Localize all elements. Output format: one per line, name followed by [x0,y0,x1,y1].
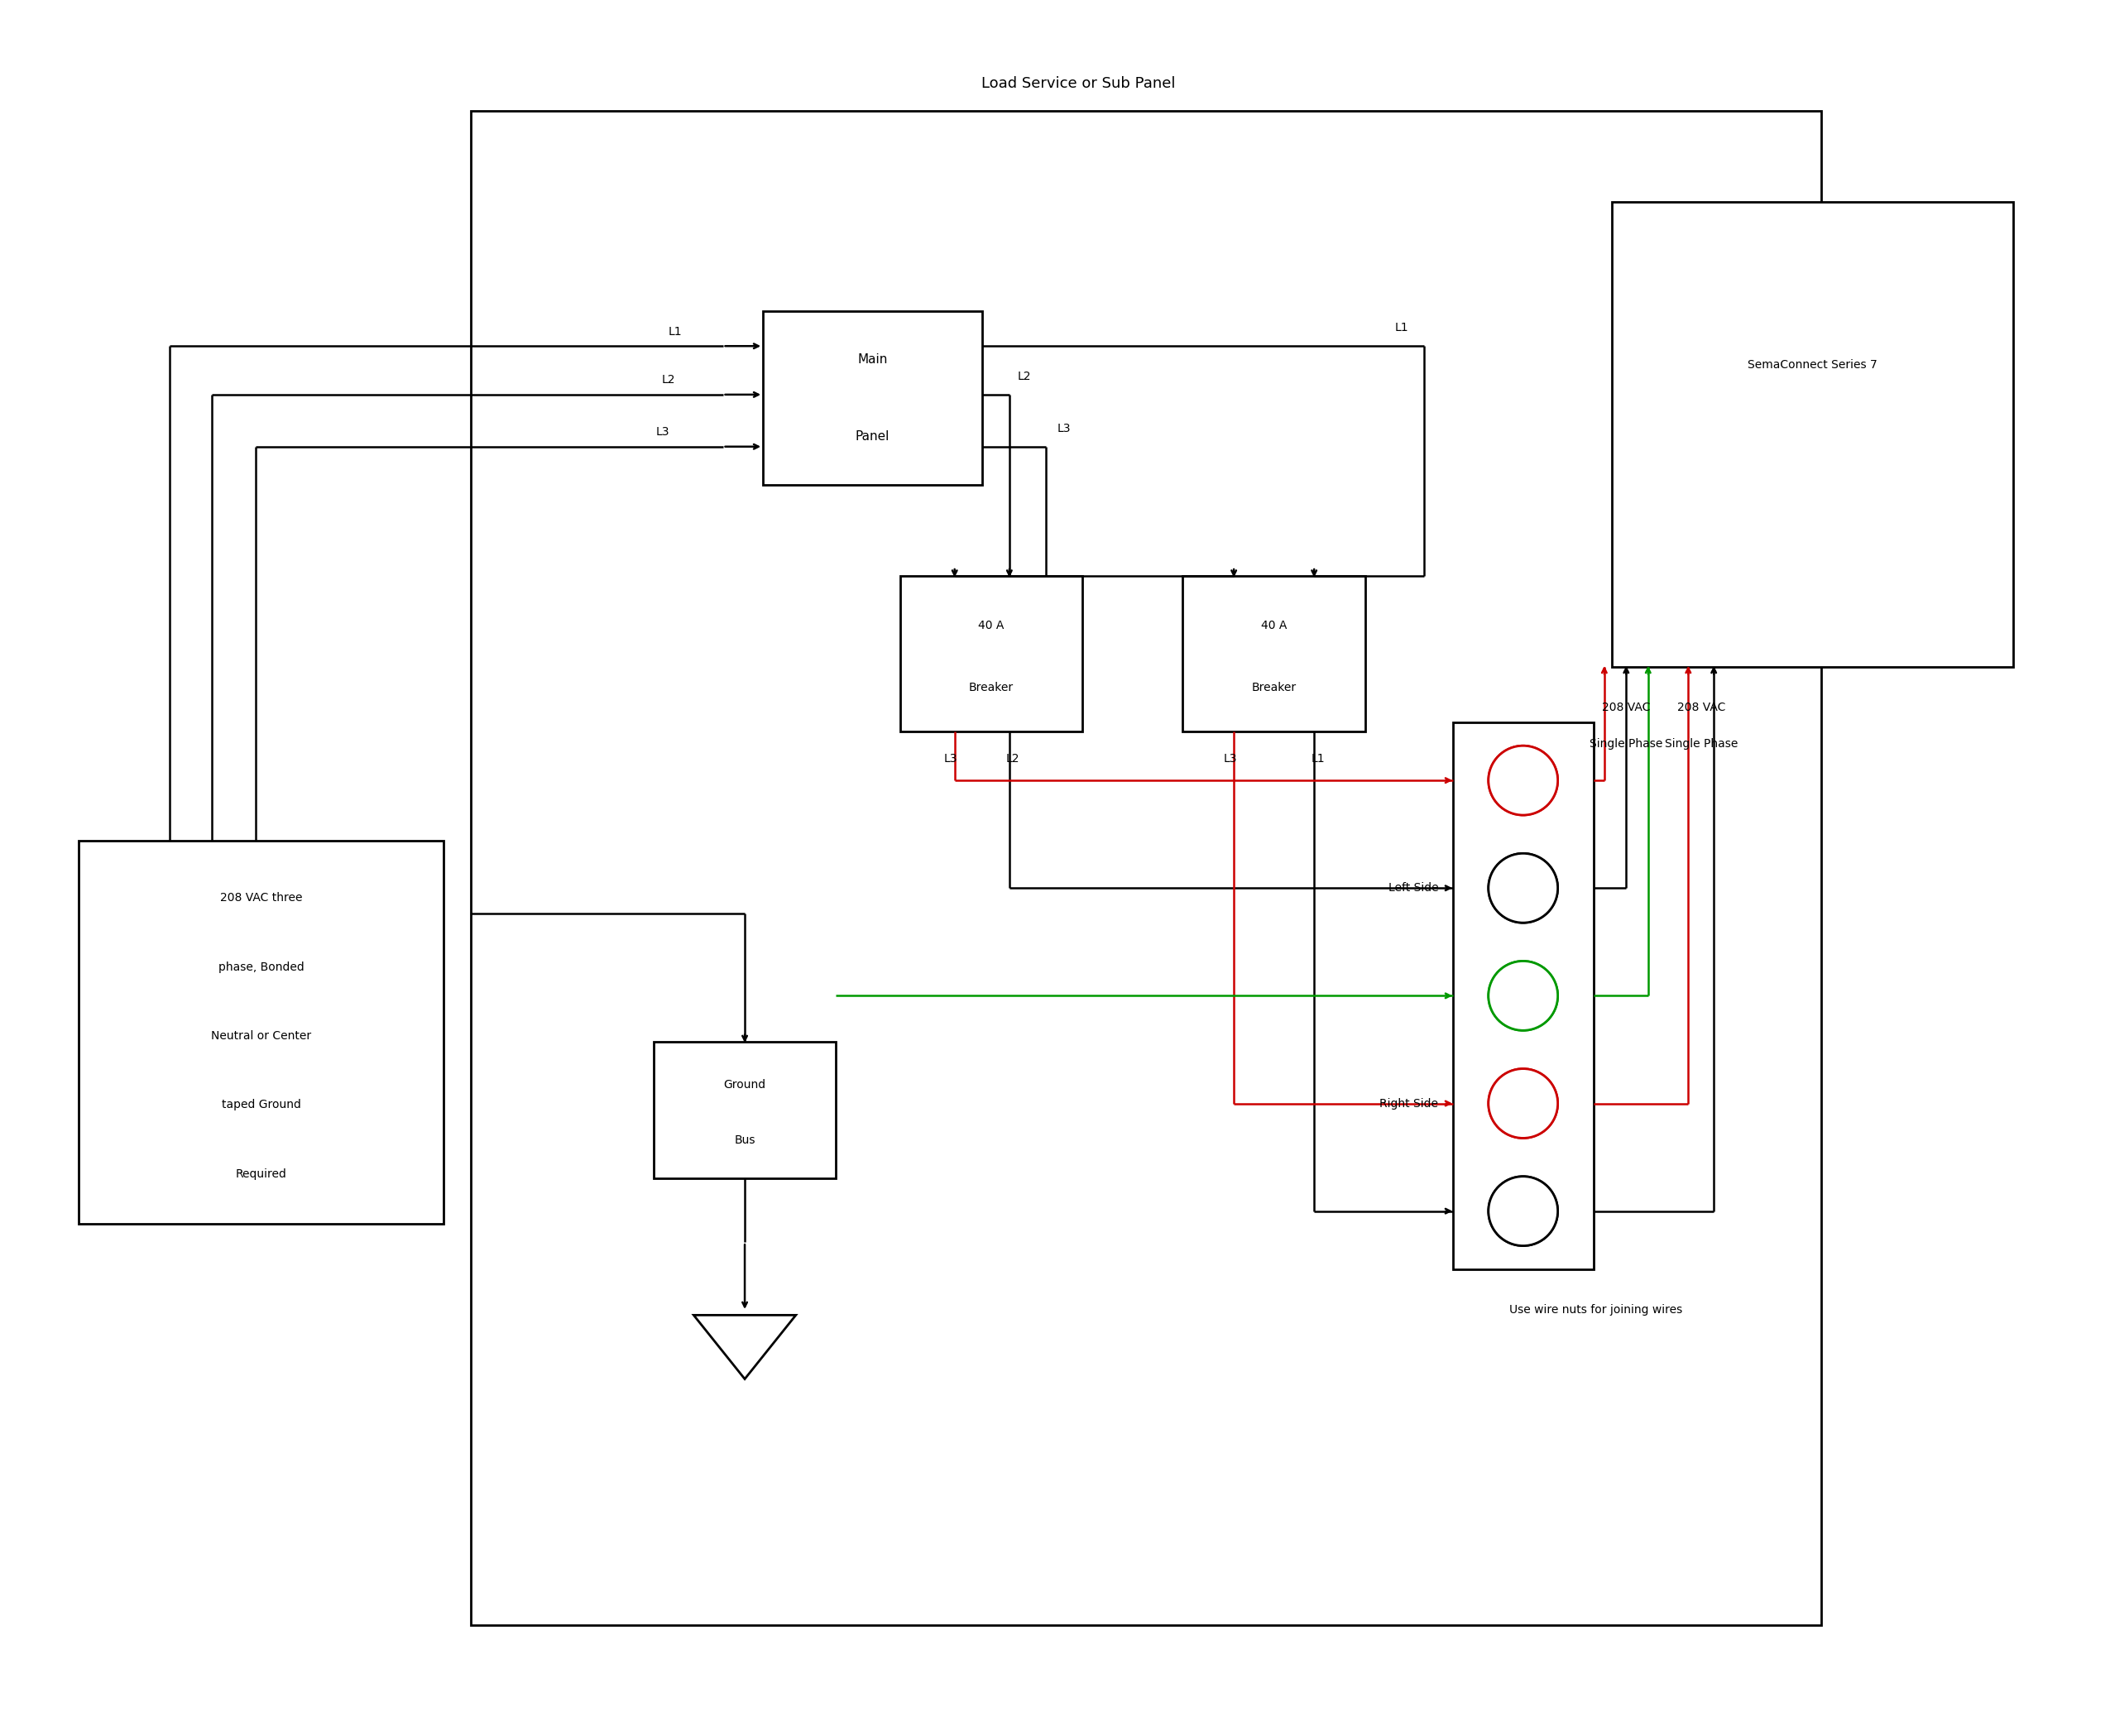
Text: Ground: Ground [724,1080,766,1090]
Text: 40 A: 40 A [1262,620,1287,632]
Text: Breaker: Breaker [1251,682,1296,693]
Text: Use wire nuts for joining wires: Use wire nuts for joining wires [1509,1304,1682,1316]
Text: L3: L3 [1057,422,1072,434]
Circle shape [1488,854,1557,924]
Text: L3: L3 [656,427,669,437]
Text: L3: L3 [1224,753,1236,764]
Text: L1: L1 [1395,321,1409,333]
Text: Neutral or Center: Neutral or Center [211,1029,312,1042]
Text: Single Phase: Single Phase [1665,738,1739,750]
Text: 208 VAC: 208 VAC [1601,701,1650,713]
Text: SemaConnect Series 7: SemaConnect Series 7 [1747,359,1878,370]
Text: L1: L1 [1310,753,1325,764]
Text: 208 VAC three: 208 VAC three [219,892,302,904]
Circle shape [1488,746,1557,816]
Bar [471,111,1821,1625]
Bar [78,840,443,1224]
Circle shape [1488,746,1557,816]
Text: L2: L2 [1017,370,1032,382]
Text: Panel: Panel [855,431,890,443]
Circle shape [1488,1177,1557,1246]
Text: Bus: Bus [734,1134,755,1146]
Circle shape [1488,854,1557,924]
Text: Main: Main [857,354,888,366]
Text: Left Side: Left Side [1388,882,1439,894]
Circle shape [1488,1069,1557,1139]
Bar [1184,576,1365,731]
Text: Breaker: Breaker [968,682,1013,693]
Text: L1: L1 [669,326,682,337]
Bar [1612,201,2013,667]
Bar [899,576,1082,731]
Bar [764,311,981,484]
Circle shape [1488,1177,1557,1246]
Text: phase, Bonded: phase, Bonded [217,962,304,972]
Text: L3: L3 [943,753,958,764]
Bar [1454,722,1593,1269]
Circle shape [1488,962,1557,1031]
Text: Required: Required [236,1168,287,1180]
Text: Load Service or Sub Panel: Load Service or Sub Panel [981,76,1175,90]
Circle shape [1488,1069,1557,1139]
Text: taped Ground: taped Ground [222,1099,302,1111]
Text: 40 A: 40 A [979,620,1004,632]
Text: L2: L2 [660,375,675,385]
Text: 208 VAC: 208 VAC [1677,701,1726,713]
Text: Single Phase: Single Phase [1589,738,1663,750]
Text: L2: L2 [1006,753,1019,764]
Text: Right Side: Right Side [1380,1097,1439,1109]
Bar [654,1042,836,1179]
Polygon shape [694,1316,795,1378]
Circle shape [1488,962,1557,1031]
